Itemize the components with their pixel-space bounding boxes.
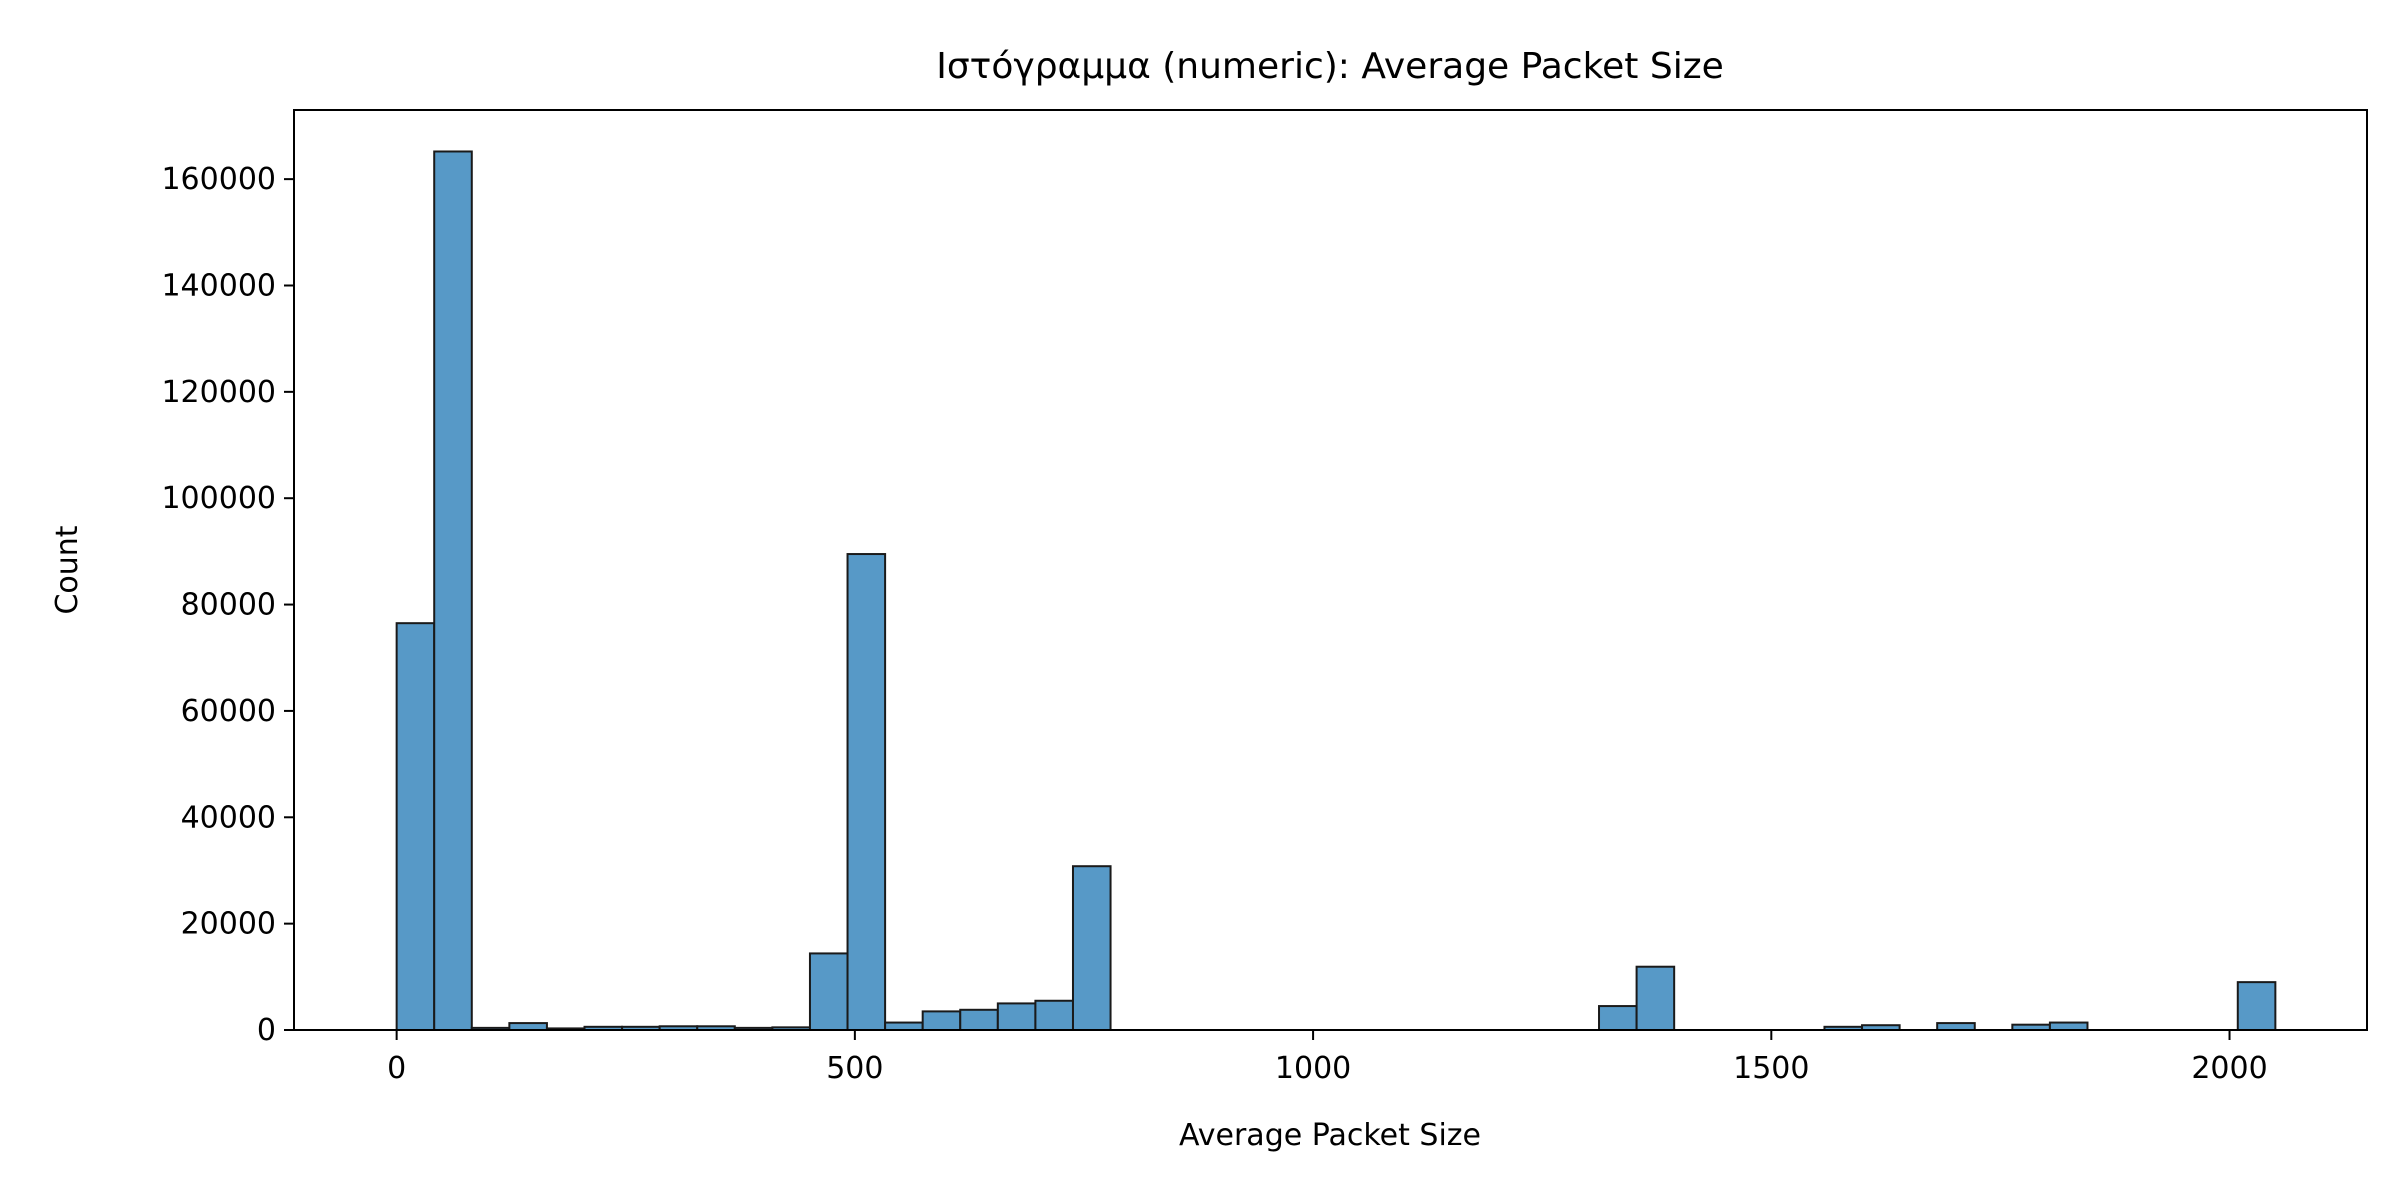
plot-frame (293, 109, 2368, 1031)
histogram-bar (1635, 965, 1676, 1031)
histogram-bar (846, 553, 887, 1032)
y-tick-label: 140000 (161, 268, 276, 303)
y-tick-label: 40000 (181, 800, 276, 835)
histogram-bar (1936, 1022, 1976, 1032)
x-axis-label: Average Packet Size (1179, 1118, 1481, 1153)
histogram-bar (808, 952, 849, 1031)
y-axis-label: Count (50, 525, 85, 614)
histogram-bar (996, 1002, 1037, 1031)
histogram-bar (1034, 999, 1074, 1032)
y-tick-label: 80000 (181, 588, 276, 623)
x-tick-label: 1000 (1275, 1051, 1351, 1086)
x-axis-ticks: 0 500 1000 1500 2000 (387, 1030, 2268, 1086)
x-tick-label: 1500 (1733, 1051, 1809, 1086)
chart-title: Ιστόγραμμα (numeric): Average Packet Siz… (936, 46, 1724, 87)
histogram-bar (959, 1008, 999, 1032)
histogram-bar (1071, 865, 1112, 1031)
x-tick-label: 500 (826, 1051, 883, 1086)
y-tick-label: 60000 (181, 694, 276, 729)
histogram-bar (395, 622, 436, 1031)
histogram-bar (921, 1010, 962, 1031)
histogram-bar (433, 150, 473, 1031)
y-tick-label: 120000 (161, 375, 276, 410)
x-tick-label: 0 (387, 1051, 406, 1086)
histogram-bar (1598, 1005, 1638, 1031)
histogram-bar (884, 1021, 924, 1032)
y-tick-label: 160000 (161, 162, 276, 197)
y-tick-label: 20000 (181, 907, 276, 942)
y-tick-label: 100000 (161, 481, 276, 516)
bars-layer (395, 150, 2277, 1032)
x-tick-label: 2000 (2191, 1051, 2267, 1086)
y-axis-ticks: 0 20000 40000 60000 80000 100000 120000 140000 1… (161, 162, 294, 1048)
histogram-bar (508, 1022, 548, 1032)
y-tick-label: 0 (257, 1013, 276, 1048)
histogram-bar (2236, 981, 2277, 1032)
histogram-bar (2048, 1021, 2089, 1032)
